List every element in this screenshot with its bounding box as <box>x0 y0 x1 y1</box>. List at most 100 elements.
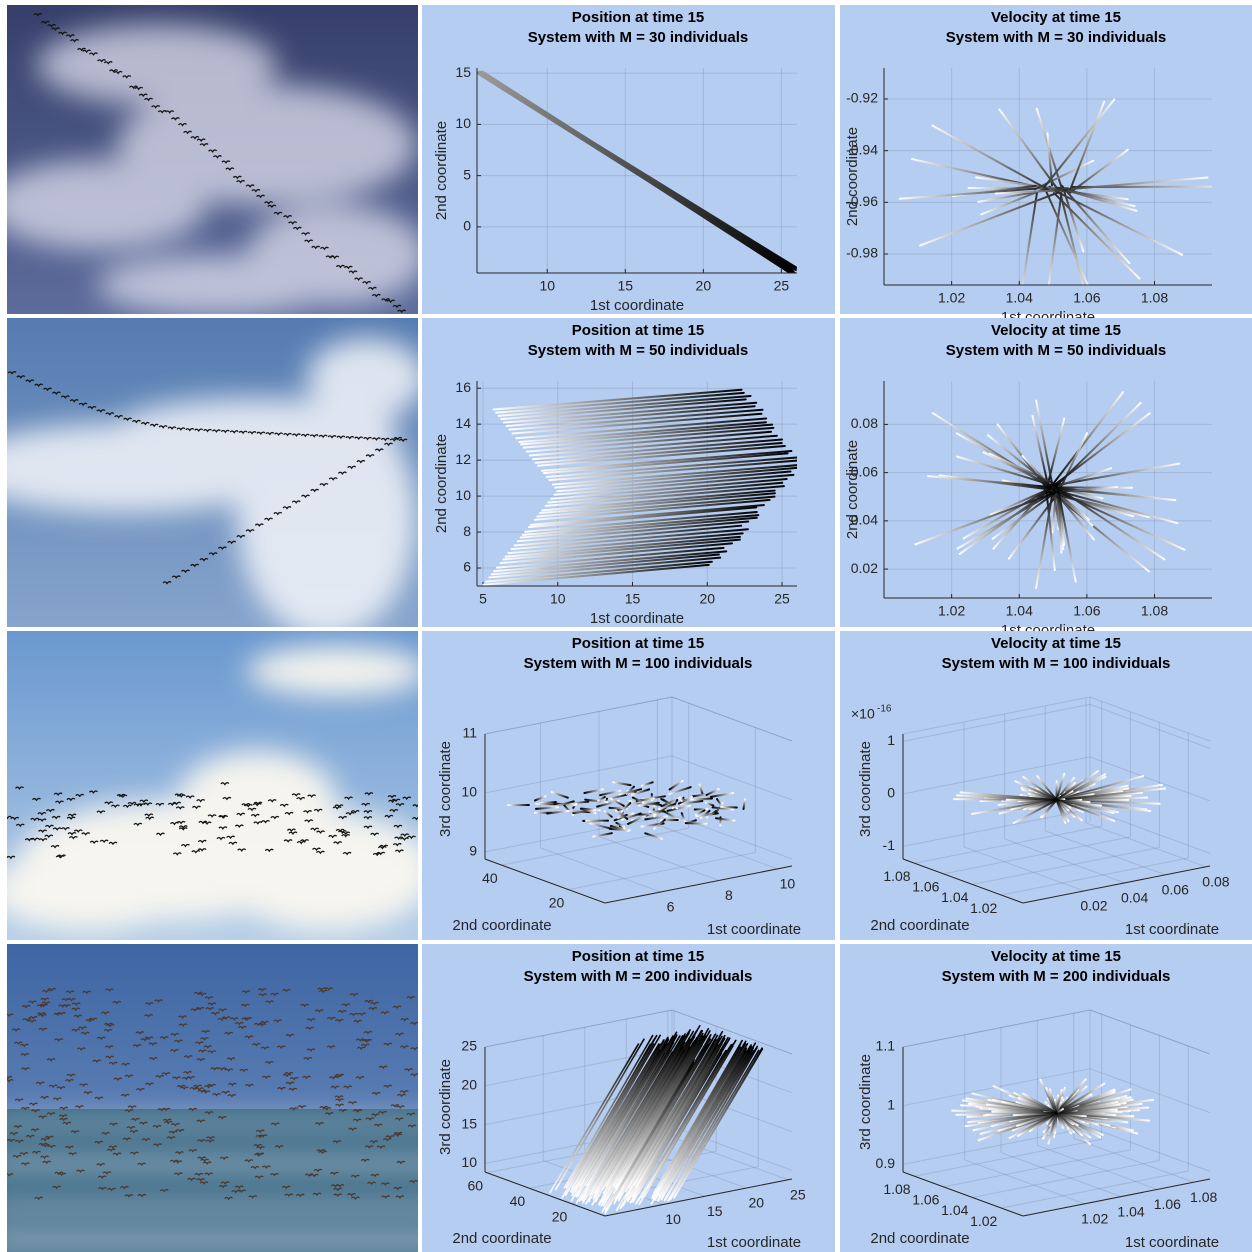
y-tick-label: 10 <box>455 115 471 131</box>
z-tick-label: 10 <box>461 1154 477 1170</box>
y-tick-label: 6 <box>463 559 471 575</box>
axis-exponent-power: -16 <box>877 704 892 715</box>
trajectory <box>721 807 737 808</box>
z-tick-label: 0.9 <box>876 1155 896 1171</box>
y-tick-label: 1.06 <box>912 1192 939 1208</box>
y-tick-label: -0.98 <box>846 245 878 261</box>
chart-panel: Position at time 15 System with M = 50 in… <box>422 318 835 627</box>
x-tick-label: 15 <box>707 1203 723 1219</box>
z-axis-label: 3rd coordinate <box>857 1054 874 1150</box>
trajectory <box>744 799 745 809</box>
chart-title: Velocity at time 15 <box>991 635 1121 652</box>
x-tick-label: 1.02 <box>938 290 965 306</box>
z-tick-label: 25 <box>461 1038 477 1054</box>
x-tick-label: 10 <box>539 278 555 294</box>
z-tick-label: -1 <box>883 837 896 853</box>
trajectory <box>695 809 708 810</box>
y-tick-label: 16 <box>455 379 471 395</box>
y-tick-label: 1.04 <box>941 1202 968 1218</box>
cloud <box>97 255 337 315</box>
y-tick-label: 15 <box>455 64 471 80</box>
y-axis-label: 2nd coordinate <box>452 917 551 934</box>
z-tick-label: 20 <box>461 1077 477 1093</box>
x-tick-label: 15 <box>625 591 641 607</box>
photo <box>0 5 427 315</box>
wave <box>0 1202 447 1211</box>
y-axis-label: 2nd coordinate <box>433 434 450 533</box>
chart-subtitle: System with M = 100 individuals <box>524 655 753 672</box>
panel-background <box>840 5 1252 314</box>
chart-subtitle: System with M = 30 individuals <box>528 29 748 46</box>
chart-subtitle: System with M = 100 individuals <box>942 655 1171 672</box>
axis-exponent: ×10 <box>851 706 875 722</box>
cloud <box>247 646 427 696</box>
x-tick-label: 20 <box>748 1195 764 1211</box>
chart-panel: Velocity at time 15System with M = 50 in… <box>840 318 1252 639</box>
z-tick-label: 10 <box>461 784 477 800</box>
y-axis-label: 2nd coordinate <box>844 127 861 226</box>
x-axis-label: 1st coordinate <box>1125 1234 1219 1251</box>
y-tick-label: 1.08 <box>883 1181 910 1197</box>
wave <box>0 1159 447 1169</box>
z-tick-label: 9 <box>469 843 477 859</box>
y-axis-label: 2nd coordinate <box>433 121 450 220</box>
chart-title: Position at time 15 <box>572 322 705 339</box>
y-tick-label: 0.08 <box>851 415 878 431</box>
x-tick-label: 1.06 <box>1073 603 1100 619</box>
x-tick-label: 1.08 <box>1141 290 1168 306</box>
x-axis-label: 1st coordinate <box>590 610 684 627</box>
x-tick-label: 1.04 <box>1006 290 1033 306</box>
chart-panel: Position at time 15 System with M = 100 i… <box>422 631 835 940</box>
x-axis-label: 1st coordinate <box>1125 921 1219 938</box>
x-tick-label: 1.06 <box>1073 290 1100 306</box>
z-axis-label: 3rd coordinate <box>857 741 874 837</box>
x-tick-label: 0.04 <box>1121 890 1148 906</box>
y-tick-label: 20 <box>549 894 565 910</box>
page: Position at time 15 System with M = 30 in… <box>0 0 1252 1252</box>
x-tick-label: 1.04 <box>1117 1203 1144 1219</box>
chart-title: Velocity at time 15 <box>991 948 1121 965</box>
chart-subtitle: System with M = 50 individuals <box>946 342 1166 359</box>
x-tick-label: 8 <box>725 887 733 903</box>
x-tick-label: 20 <box>699 591 715 607</box>
y-tick-label: 40 <box>482 870 498 886</box>
y-tick-label: 40 <box>510 1193 526 1209</box>
x-tick-label: 1.02 <box>1081 1210 1108 1226</box>
y-tick-label: 8 <box>463 523 471 539</box>
x-axis-label: 1st coordinate <box>590 297 684 314</box>
chart-panel: Position at time 15System with M = 30 in… <box>422 5 835 314</box>
y-axis-label: 2nd coordinate <box>452 1230 551 1247</box>
chart-title: Position at time 15 <box>572 635 705 652</box>
x-axis-label: 1st coordinate <box>707 921 801 938</box>
trajectory <box>992 1112 1056 1113</box>
trajectory <box>686 823 707 824</box>
chart-title: Velocity at time 15 <box>991 9 1121 26</box>
y-tick-label: -0.92 <box>846 90 878 106</box>
x-tick-label: 1.06 <box>1154 1196 1181 1212</box>
chart-subtitle: System with M = 200 individuals <box>942 968 1171 985</box>
cloud <box>217 811 437 931</box>
x-tick-label: 0.08 <box>1202 874 1229 890</box>
x-tick-label: 0.02 <box>1080 898 1107 914</box>
panel-background <box>422 5 835 314</box>
x-tick-label: 1.04 <box>1006 603 1033 619</box>
z-tick-label: 0 <box>887 785 895 801</box>
x-tick-label: 10 <box>780 876 796 892</box>
chart-panel: Velocity at time 15 System with M = 30 in… <box>840 5 1252 326</box>
x-tick-label: 25 <box>790 1187 806 1203</box>
y-tick-label: 0 <box>463 218 471 234</box>
chart-subtitle: System with M = 50 individuals <box>528 342 748 359</box>
chart-subtitle: System with M = 30 individuals <box>946 29 1166 46</box>
x-tick-label: 1.02 <box>938 603 965 619</box>
x-tick-label: 25 <box>774 278 790 294</box>
x-tick-label: 10 <box>665 1211 681 1227</box>
y-axis-label: 2nd coordinate <box>870 1230 969 1247</box>
y-tick-label: 5 <box>463 166 471 182</box>
figure: Position at time 15 System with M = 30 in… <box>0 0 1252 1252</box>
y-tick-label: 60 <box>468 1177 484 1193</box>
y-tick-label: 12 <box>455 451 471 467</box>
y-tick-label: 14 <box>455 415 471 431</box>
chart-subtitle: System with M = 200 individuals <box>524 968 753 985</box>
wave <box>0 1236 447 1248</box>
photo <box>0 944 447 1252</box>
